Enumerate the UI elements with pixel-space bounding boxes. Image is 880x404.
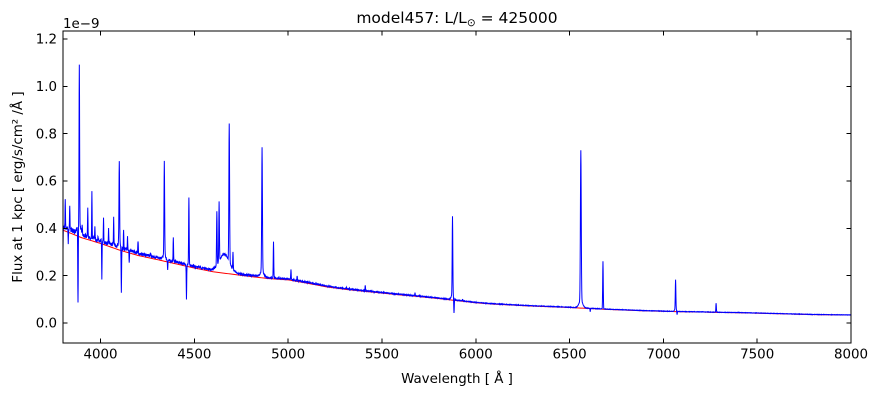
plot-title-prefix: model457: L/L — [356, 9, 467, 27]
x-tick-label: 7500 — [740, 348, 774, 363]
y-tick-label: 1.0 — [36, 80, 57, 95]
plot-area — [63, 31, 851, 343]
y-tick-label: 0.6 — [36, 175, 57, 190]
x-tick-label: 6000 — [459, 348, 493, 363]
x-tick-label: 4000 — [83, 348, 117, 363]
x-tick-label: 5000 — [271, 348, 305, 363]
plot-title: model457: L/L⊙ = 425000 — [356, 9, 557, 29]
plot-title-suffix: = 425000 — [476, 9, 558, 27]
axes-spines — [62, 30, 852, 344]
y-tick-label: 0.2 — [36, 269, 57, 284]
x-tick-label: 6500 — [553, 348, 587, 363]
x-tick-label: 8000 — [834, 348, 868, 363]
y-axis-ticks: 0.0 0.2 0.4 0.6 0.8 1.0 1.2 — [36, 33, 851, 332]
y-tick-label: 0.0 — [36, 317, 57, 332]
sun-symbol-subscript: ⊙ — [467, 17, 476, 29]
spectrum-line — [63, 64, 851, 316]
x-axis-label: Wavelength [ Å ] — [401, 370, 513, 387]
x-tick-label: 5500 — [365, 348, 399, 363]
y-tick-label: 1.2 — [36, 33, 57, 48]
y-axis-offset-text: 1e−9 — [63, 17, 100, 32]
x-axis-ticks: 4000 4500 5000 5500 6000 6500 7000 7500 8000 — [83, 31, 868, 363]
y-axis-label: Flux at 1 kpc [ erg/s/cm² /Å ] — [9, 91, 26, 282]
x-tick-label: 4500 — [177, 348, 211, 363]
x-tick-label: 7000 — [646, 348, 680, 363]
y-tick-label: 0.8 — [36, 127, 57, 142]
y-tick-label: 0.4 — [36, 222, 57, 237]
